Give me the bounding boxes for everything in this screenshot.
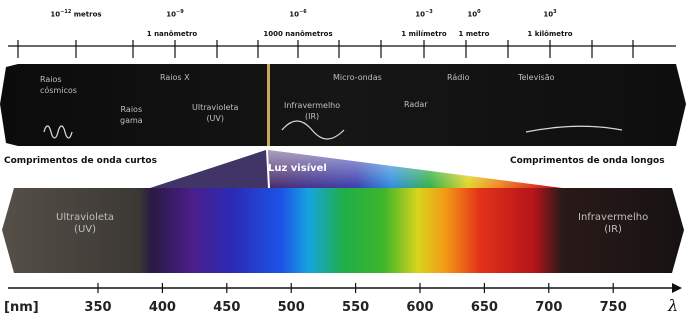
scale-sub-1000nm: 1000 nanômetros bbox=[263, 30, 333, 38]
scale-exp: −3 bbox=[425, 9, 433, 15]
scale-sub-milimetro: 1 milímetro bbox=[401, 30, 447, 38]
scale-base: 10 bbox=[415, 10, 426, 19]
scale-exp: 3 bbox=[553, 9, 557, 15]
nm-tick-label: 350 bbox=[84, 300, 112, 315]
nm-tick-label: 700 bbox=[535, 300, 563, 315]
scale-label-1e3: 103 bbox=[543, 9, 556, 18]
scale-exp: −9 bbox=[176, 9, 184, 15]
axis-arrow-icon bbox=[672, 283, 682, 293]
nm-unit-label: [nm] bbox=[4, 300, 39, 315]
scale-base: 10 bbox=[50, 10, 61, 19]
label-raios-gama: Raios gama bbox=[120, 105, 143, 125]
nm-tick-label: 550 bbox=[342, 300, 370, 315]
scale-sub-kilometro: 1 kilômetro bbox=[527, 30, 573, 38]
scale-label-1e-9: 10−9 bbox=[166, 9, 183, 18]
gamma-wave-icon bbox=[43, 125, 73, 139]
label-infravermelho: Infravermelho (IR) bbox=[284, 101, 341, 121]
label-televisao: Televisão bbox=[518, 73, 555, 82]
scale-exp: −12 bbox=[60, 9, 72, 15]
scale-exp: −6 bbox=[299, 9, 307, 15]
radio-wave-icon bbox=[525, 125, 623, 133]
em-spectrum-band bbox=[0, 64, 686, 146]
nm-tick-label: 600 bbox=[406, 300, 434, 315]
label-radio: Rádio bbox=[447, 73, 470, 82]
infrared-wave-icon bbox=[281, 120, 345, 140]
scale-label-1e0: 100 bbox=[467, 9, 480, 18]
scale-sub-nanometro: 1 nanômetro bbox=[146, 30, 198, 38]
lower-label-uv: Ultravioleta (UV) bbox=[56, 212, 115, 235]
caption-short-wavelengths: Comprimentos de onda curtos bbox=[4, 156, 157, 166]
scale-base: 10 bbox=[467, 10, 478, 19]
visible-marker bbox=[267, 64, 270, 146]
scale-label-1e-6: 10−6 bbox=[289, 9, 306, 18]
nm-tick-label: 750 bbox=[599, 300, 627, 315]
top-scale-ticks bbox=[17, 40, 634, 58]
scale-label-1e-3: 10−3 bbox=[415, 9, 432, 18]
label-micro-ondas: Micro-ondas bbox=[333, 73, 382, 82]
label-raios-cosmicos: Raios cósmicos bbox=[40, 75, 77, 95]
nm-tick-label: 400 bbox=[148, 300, 176, 315]
visible-spectrum-band bbox=[2, 188, 684, 273]
visible-fan-uv bbox=[150, 150, 268, 188]
label-raios-x: Raios X bbox=[160, 73, 190, 82]
caption-long-wavelengths: Comprimentos de onda longos bbox=[510, 156, 665, 166]
scale-base: 10 bbox=[289, 10, 300, 19]
scale-label-1e-12: 10−12 metros bbox=[50, 9, 101, 18]
label-radar: Radar bbox=[404, 100, 428, 109]
nm-tick-label: 500 bbox=[277, 300, 305, 315]
scale-exp: 0 bbox=[477, 9, 481, 15]
top-scale bbox=[8, 40, 676, 58]
lambda-symbol: λ bbox=[668, 296, 679, 315]
nm-tick-label: 450 bbox=[213, 300, 241, 315]
scale-base: 10 bbox=[543, 10, 554, 19]
nm-tick-label: 650 bbox=[470, 300, 498, 315]
scale-base: 10 bbox=[166, 10, 177, 19]
visible-fan-highlight bbox=[268, 150, 562, 188]
scale-unit: metros bbox=[71, 10, 102, 19]
visible-light-title: Luz visível bbox=[268, 163, 327, 174]
lower-label-ir: Infravermelho (IR) bbox=[578, 212, 649, 235]
nm-axis bbox=[8, 283, 682, 293]
scale-sub-metro: 1 metro bbox=[458, 30, 490, 38]
label-ultravioleta: Ultravioleta (UV) bbox=[192, 103, 239, 123]
